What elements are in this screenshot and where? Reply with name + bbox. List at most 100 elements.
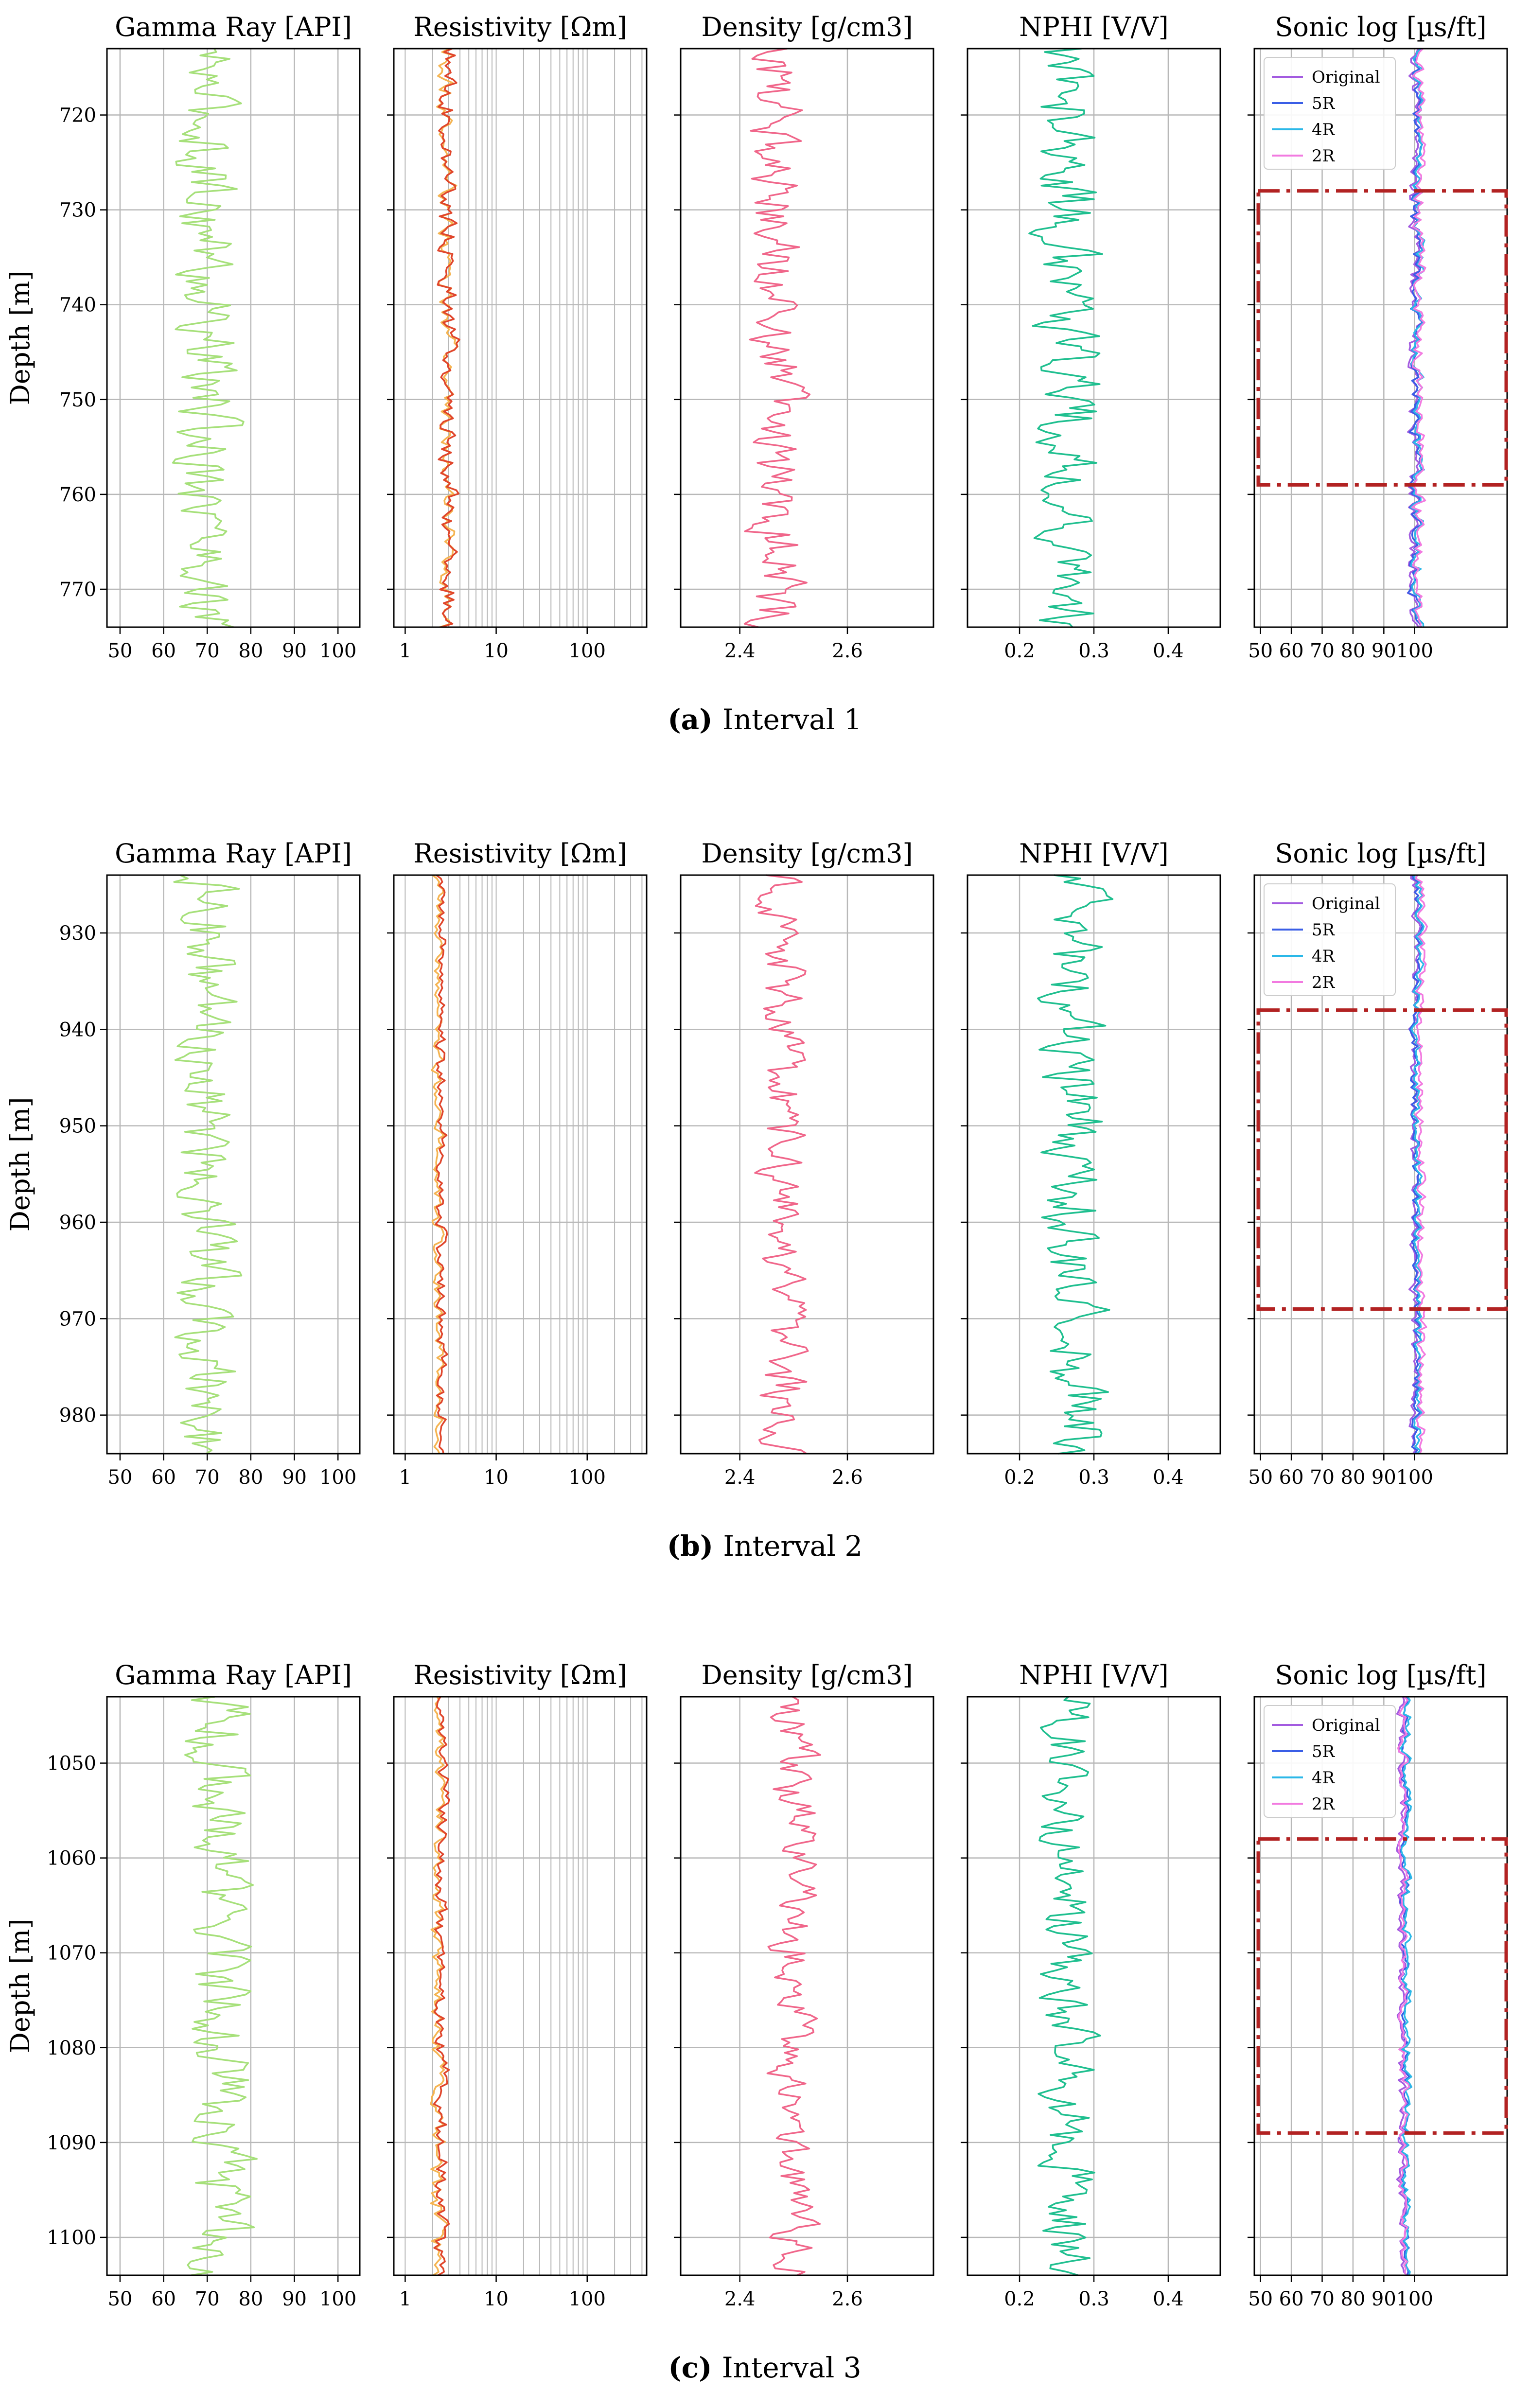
y-tick-label: 980	[59, 1405, 96, 1427]
track-1: Gamma Ray [API] 50 60 70 80 90 100 1050 1060 1070…	[47, 1660, 361, 2310]
legend-entry: Original	[1312, 894, 1380, 914]
y-tick-label: 1080	[47, 2037, 96, 2059]
series-resistivity-a	[431, 874, 445, 1454]
x-tick-label: 70	[1310, 640, 1335, 662]
y-tick-label: 1100	[47, 2227, 96, 2249]
caption-label: (a)	[668, 703, 722, 736]
x-tick-label: 50	[107, 2288, 132, 2310]
x-tick-label: 90	[282, 2288, 307, 2310]
track-title: NPHI [V/V]	[1019, 838, 1169, 869]
series-4r	[1410, 875, 1425, 1455]
x-tick-label: 10	[484, 640, 509, 662]
track-title: Density [g/cm3]	[701, 838, 913, 869]
track-title: Sonic log [µs/ft]	[1275, 12, 1486, 42]
axes-frame	[680, 1696, 934, 2276]
y-tick-label: 750	[59, 389, 96, 411]
x-tick-label: 0.2	[1004, 640, 1035, 662]
track-4: NPHI [V/V] 0.2 0.3 0.4	[961, 1660, 1221, 2310]
series-resistivity-b	[433, 1696, 450, 2276]
track-3: Density [g/cm3] 2.4 2.6	[674, 12, 934, 662]
legend: Original 5R 4R 2R	[1264, 57, 1396, 170]
legend: Original 5R 4R 2R	[1264, 1705, 1396, 1818]
caption-text: Interval 2	[723, 1529, 862, 1563]
series-original	[1407, 48, 1424, 628]
legend-box	[1264, 883, 1396, 996]
x-tick-label: 70	[1310, 2288, 1335, 2310]
axes-frame	[106, 1696, 361, 2276]
depth-axis-label: Depth [m]	[5, 271, 35, 405]
legend-entry: 4R	[1312, 1768, 1336, 1788]
legend-box	[1264, 57, 1396, 170]
x-tick-label: 2.4	[724, 1466, 756, 1489]
x-tick-label: 1	[399, 2288, 411, 2310]
x-tick-label: 0.4	[1153, 640, 1184, 662]
legend-entry: 4R	[1312, 947, 1336, 966]
series-nphi	[1037, 874, 1114, 1455]
x-tick-label: 90	[282, 640, 307, 662]
legend-entry: 5R	[1312, 1742, 1336, 1761]
panel-caption: (c) Interval 3	[668, 2351, 861, 2384]
x-tick-label: 80	[1340, 2288, 1365, 2310]
y-tick-label: 950	[59, 1115, 96, 1138]
series-nphi	[1028, 48, 1103, 628]
track-title: Gamma Ray [API]	[115, 838, 352, 869]
x-tick-label: 80	[238, 640, 263, 662]
x-tick-label: 60	[151, 2288, 176, 2310]
x-tick-label: 90	[1372, 1466, 1396, 1489]
series-density	[743, 48, 811, 628]
axes-frame	[106, 874, 361, 1455]
axes-frame	[393, 48, 648, 628]
x-tick-label: 0.4	[1153, 1466, 1184, 1489]
x-tick-label: 70	[195, 1466, 220, 1489]
highlight-box	[1256, 1837, 1508, 2135]
track-1: Gamma Ray [API] 50 60 70 80 90 100 720 730 740 750…	[59, 12, 361, 662]
y-tick-label: 770	[59, 579, 96, 601]
series-resistivity-b	[435, 874, 448, 1454]
track-title: Resistivity [Ωm]	[413, 1660, 627, 1690]
x-tick-label: 100	[569, 640, 606, 662]
x-tick-label: 60	[151, 640, 176, 662]
x-tick-label: 60	[1279, 1466, 1304, 1489]
series-2r	[1414, 875, 1428, 1454]
x-tick-label: 2.4	[724, 640, 756, 662]
caption-label: (c)	[668, 2351, 721, 2384]
caption-text: Interval 1	[722, 703, 862, 736]
track-3: Density [g/cm3] 2.4 2.6	[674, 1660, 934, 2310]
depth-axis-label: Depth [m]	[5, 1919, 35, 2054]
series-2r	[1397, 1696, 1410, 2276]
x-tick-label: 70	[195, 2288, 220, 2310]
track-title: Resistivity [Ωm]	[413, 838, 627, 869]
axes-frame	[680, 48, 934, 628]
track-2: Resistivity [Ωm] 1 10 100	[387, 12, 648, 662]
x-tick-label: 50	[107, 640, 132, 662]
x-tick-label: 100	[1396, 2288, 1433, 2310]
x-tick-label: 1	[399, 640, 411, 662]
legend-entry: 2R	[1312, 146, 1336, 166]
y-tick-label: 930	[59, 922, 96, 945]
x-tick-label: 80	[238, 2288, 263, 2310]
x-tick-label: 70	[195, 640, 220, 662]
x-tick-label: 60	[1279, 2288, 1304, 2310]
series-gamma-ray	[172, 48, 245, 628]
track-title: Resistivity [Ωm]	[413, 12, 627, 42]
y-tick-label: 740	[59, 294, 96, 316]
x-tick-label: 0.2	[1004, 2288, 1035, 2310]
x-tick-label: 0.4	[1153, 2288, 1184, 2310]
legend: Original 5R 4R 2R	[1264, 883, 1396, 996]
x-tick-label: 1	[399, 1466, 411, 1489]
x-tick-label: 10	[484, 1466, 509, 1489]
series-density	[766, 1696, 821, 2276]
series-gamma-ray	[184, 1696, 258, 2276]
x-tick-label: 60	[1279, 640, 1304, 662]
track-title: Sonic log [µs/ft]	[1275, 838, 1486, 869]
series-resistivity-b	[437, 48, 460, 628]
x-tick-label: 80	[1340, 640, 1365, 662]
x-tick-label: 10	[484, 2288, 509, 2310]
y-tick-label: 1070	[47, 1942, 96, 1965]
highlight-box	[1256, 1008, 1508, 1311]
x-tick-label: 50	[107, 1466, 132, 1489]
track-title: Gamma Ray [API]	[115, 1660, 352, 1690]
axes-frame	[393, 1696, 648, 2276]
panel-caption: (a) Interval 1	[668, 703, 862, 736]
